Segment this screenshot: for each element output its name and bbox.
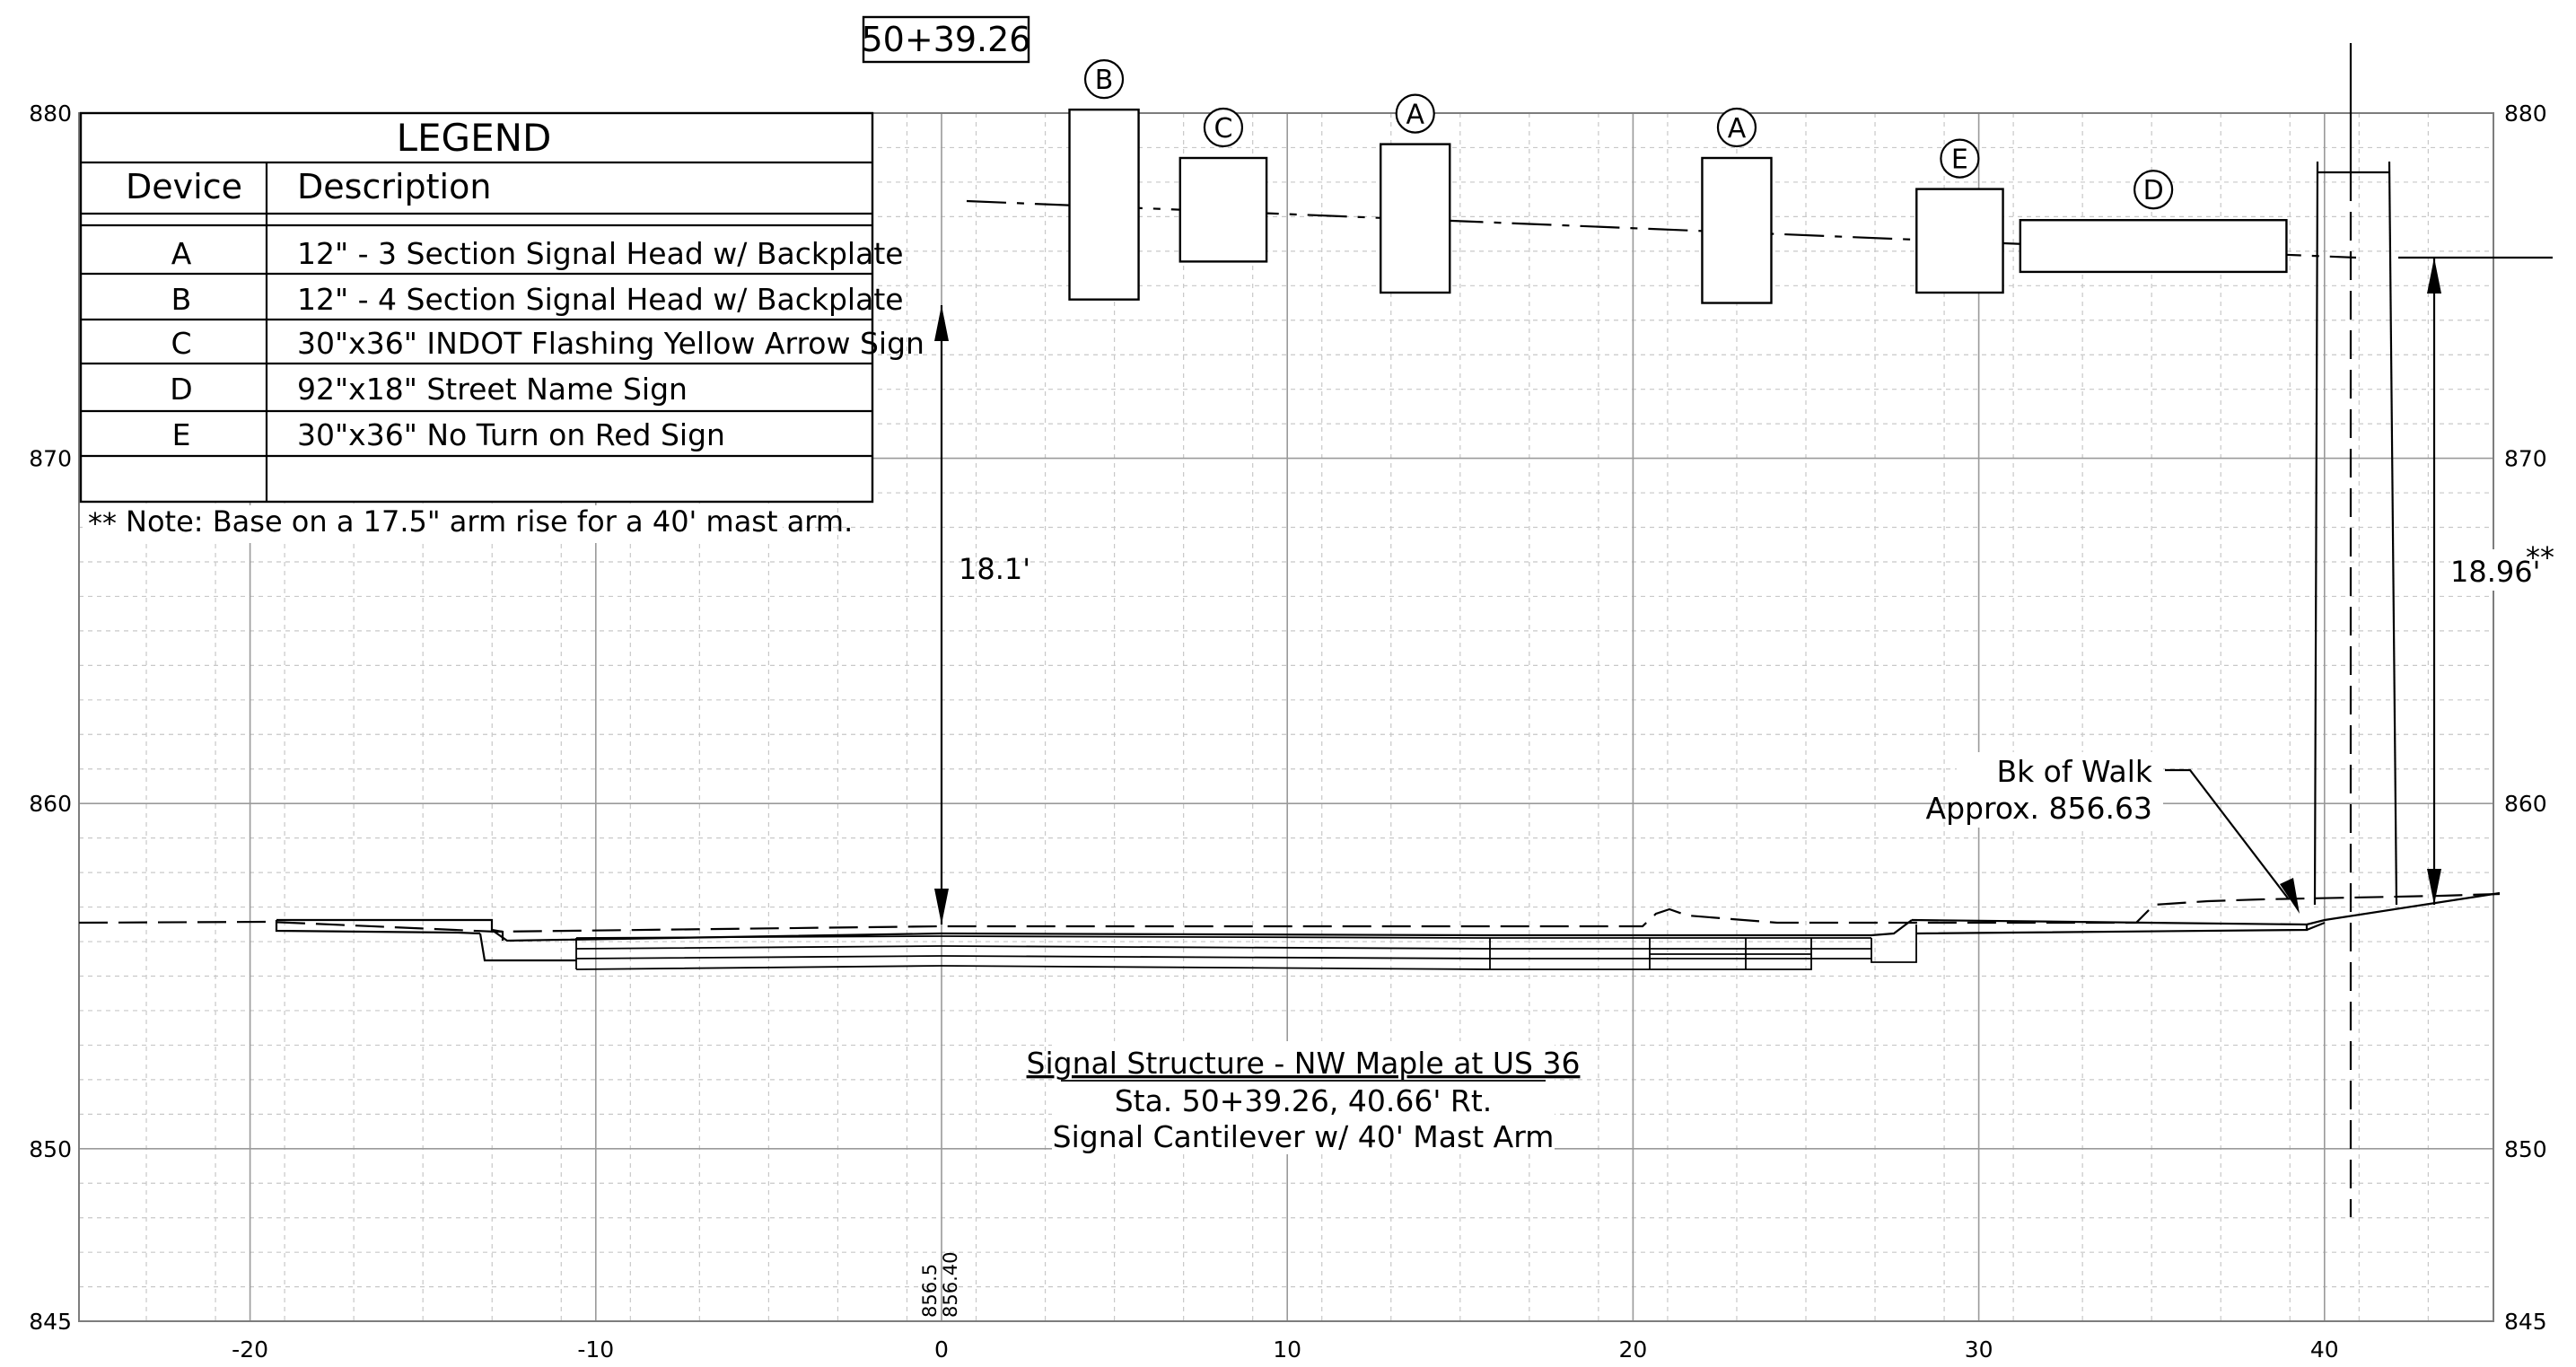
- signal-device-c: C: [1178, 107, 1268, 263]
- note-text: Note: Base on a 17.5" arm rise for a 40'…: [126, 504, 853, 539]
- y-tick-label-left: 845: [29, 1309, 72, 1335]
- right-sidewalk: [1911, 891, 2501, 926]
- device-outline: [1380, 143, 1451, 294]
- signal-pole: [2313, 43, 2398, 1217]
- legend-column-description: Description: [297, 167, 491, 206]
- device-outline: [1068, 108, 1140, 301]
- roadway-profile: [78, 891, 2501, 970]
- axis-labels: -20 -10 0 10 20 30 40 845 845 850 850 860 860 870 870 8…: [29, 101, 2546, 1363]
- legend-description-e: 30"x36" No Turn on Red Sign: [297, 417, 725, 452]
- legend-device-d: D: [170, 372, 192, 407]
- device-label: A: [1728, 113, 1747, 145]
- device-outline: [1915, 188, 2004, 294]
- x-tick-label: -10: [577, 1336, 614, 1363]
- drawing-structure-type: Signal Cantilever w/ 40' Mast Arm: [1053, 1119, 1555, 1154]
- y-tick-label-left: 850: [29, 1136, 72, 1162]
- device-label-circle: [1716, 107, 1757, 148]
- clearance-dimension-left: 18.1': [934, 305, 1030, 924]
- device-outline: [2019, 219, 2288, 274]
- clearance-right-marker: **: [2526, 540, 2554, 574]
- plot-frame: [78, 112, 2494, 1322]
- device-label: C: [1214, 113, 1232, 145]
- device-label: B: [1095, 65, 1114, 96]
- x-tick-label: 0: [934, 1336, 949, 1363]
- existing-ground-line: [78, 892, 2501, 933]
- callout-line-1: Bk of Walk: [1996, 754, 2152, 789]
- legend-description-c: 30"x36" INDOT Flashing Yellow Arrow Sign: [297, 326, 924, 361]
- device-label-circle: [1395, 93, 1435, 134]
- device-outline: [1178, 156, 1268, 263]
- legend-device-a: A: [171, 236, 192, 271]
- station-box-label: 50+39.26: [862, 20, 1031, 59]
- x-tick-label: 20: [1618, 1336, 1647, 1363]
- device-label-circle: [1083, 59, 1125, 100]
- legend-column-device: Device: [126, 167, 242, 206]
- clearance-left-label: 18.1': [959, 552, 1030, 586]
- device-label-circle: [1940, 138, 1980, 179]
- clearance-dimension-right: 18.96' **: [2427, 258, 2554, 905]
- legend-device-e: E: [172, 417, 191, 452]
- device-label-circle: [2134, 170, 2174, 210]
- y-tick-label-right: 845: [2504, 1309, 2547, 1335]
- y-tick-label-right: 860: [2504, 791, 2547, 817]
- y-tick-label-left: 860: [29, 791, 72, 817]
- legend-device-b: B: [171, 282, 192, 317]
- drawing-title: Signal Structure - NW Maple at US 36: [1027, 1046, 1581, 1081]
- device-outline: [1701, 156, 1773, 304]
- elevation-design: 856.5: [919, 1264, 941, 1318]
- y-tick-label-left: 880: [29, 101, 72, 127]
- y-tick-label-right: 850: [2504, 1136, 2547, 1162]
- y-tick-label-right: 870: [2504, 446, 2547, 472]
- signal-device-a: A: [1701, 107, 1773, 304]
- device-label-circle: [1203, 107, 1244, 148]
- device-label: D: [2143, 175, 2164, 206]
- drawing-station: Sta. 50+39.26, 40.66' Rt.: [1115, 1083, 1493, 1118]
- legend-description-b: 12" - 4 Section Signal Head w/ Backplate: [297, 282, 904, 317]
- note: ** Note: Base on a 17.5" arm rise for a …: [83, 504, 853, 543]
- x-tick-label: -20: [232, 1336, 268, 1363]
- note-marker: **: [88, 506, 117, 540]
- device-label: E: [1951, 145, 1968, 176]
- legend-title: LEGEND: [397, 116, 552, 160]
- back-of-walk-callout: Bk of Walk Approx. 856.63: [1926, 752, 2300, 914]
- signal-device-d: D: [2019, 170, 2288, 274]
- signal-devices: B C A A E D: [1068, 59, 2288, 304]
- callout-line-2: Approx. 856.63: [1926, 791, 2152, 826]
- elevation-existing: 856.40: [940, 1252, 961, 1318]
- device-label: A: [1406, 100, 1424, 131]
- signal-device-e: E: [1915, 138, 2004, 294]
- y-tick-label-right: 880: [2504, 101, 2547, 127]
- legend-table: LEGEND Device Description A 12" - 3 Sect…: [79, 111, 924, 504]
- legend-description-d: 92"x18" Street Name Sign: [297, 372, 688, 407]
- pavement-surface: [575, 935, 1871, 939]
- y-tick-label-left: 870: [29, 446, 72, 472]
- x-tick-label: 30: [1965, 1336, 1993, 1363]
- station-box: 50+39.26: [862, 15, 1031, 64]
- x-tick-label: 40: [2310, 1336, 2339, 1363]
- clearance-right-label: 18.96': [2450, 555, 2540, 589]
- title-block: Signal Structure - NW Maple at US 36 Sta…: [1027, 1041, 1581, 1154]
- legend-description-a: 12" - 3 Section Signal Head w/ Backplate: [297, 236, 904, 271]
- elevation-labels: 856.5 856.40: [919, 1252, 961, 1318]
- plot-grid: [79, 112, 2493, 1322]
- x-tick-label: 10: [1273, 1336, 1301, 1363]
- left-sidewalk: [276, 918, 1913, 942]
- signal-device-a: A: [1380, 93, 1451, 294]
- legend-device-c: C: [171, 326, 191, 361]
- signal-device-b: B: [1068, 59, 1140, 301]
